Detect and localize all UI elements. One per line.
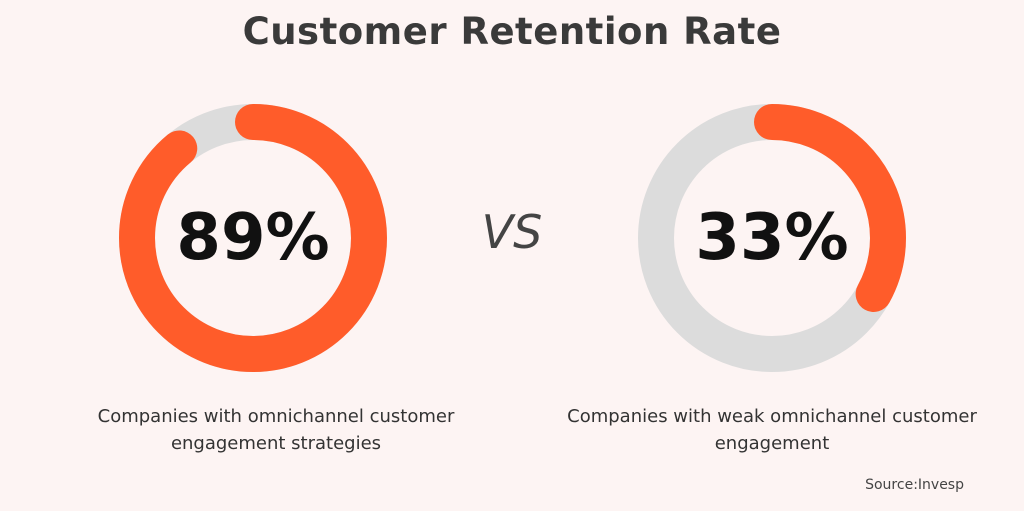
- donut-1-percentage: 33%: [695, 201, 849, 275]
- source-note: Source:Invesp: [865, 477, 964, 493]
- donut-1-svg: [638, 104, 906, 372]
- caption-weak-omnichannel: Companies with weak omnichannel customer…: [567, 406, 977, 454]
- donut-0-svg: [119, 104, 387, 372]
- donut-1-value-arc: [638, 104, 906, 372]
- vs-label: VS: [481, 205, 543, 259]
- donut-chart-weak-omnichannel: 33%: [637, 103, 907, 373]
- donut-0-value-arc: [119, 104, 387, 372]
- donut-0-percentage: 89%: [176, 201, 330, 275]
- caption-omnichannel: Companies with omnichannel customer enga…: [97, 406, 455, 454]
- donut-chart-omnichannel: 89%: [118, 103, 388, 373]
- chart-title: Customer Retention Rate: [242, 10, 782, 53]
